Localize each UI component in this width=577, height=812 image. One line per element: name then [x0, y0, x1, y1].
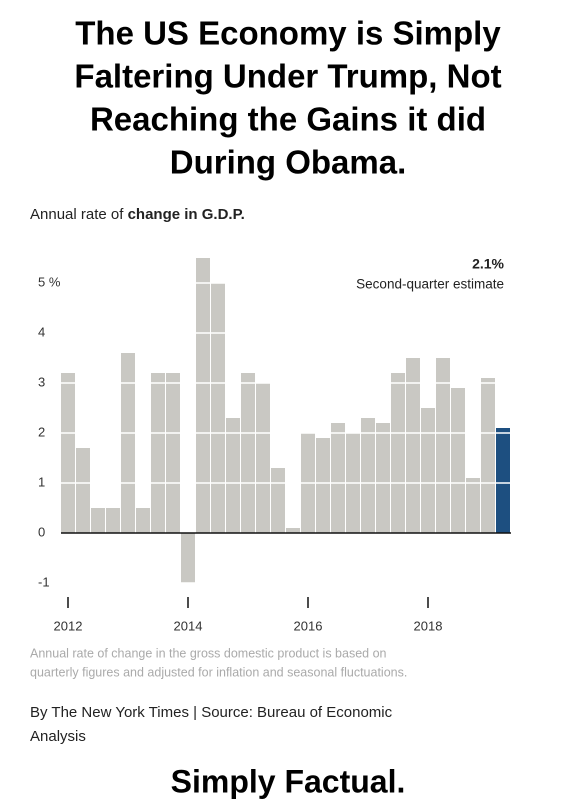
bar: [481, 378, 495, 533]
y-tick-label: 2: [38, 424, 45, 439]
bar: [91, 508, 105, 533]
bar: [166, 373, 180, 533]
bar: [121, 353, 135, 533]
subtitle: Annual rate of change in G.D.P.: [30, 206, 245, 223]
headline: Reaching the Gains it did: [90, 101, 486, 138]
bar: [286, 528, 300, 533]
y-tick-label: 1: [38, 474, 45, 489]
bar: [196, 258, 210, 533]
source: By The New York Times | Source: Bureau o…: [30, 704, 393, 721]
x-tick-label: 2016: [294, 618, 323, 633]
bar: [256, 383, 270, 533]
annotation-value: 2.1%: [472, 256, 504, 272]
bar: [496, 428, 510, 533]
bar: [451, 388, 465, 533]
bar: [241, 373, 255, 533]
note: Annual rate of change in the gross domes…: [30, 646, 387, 660]
y-tick-label: 3: [38, 374, 45, 389]
y-tick-label: 0: [38, 524, 45, 539]
bar: [61, 373, 75, 533]
bar: [436, 358, 450, 533]
y-tick-label: 5 %: [38, 274, 61, 289]
bar: [151, 373, 165, 533]
bar: [136, 508, 150, 533]
note: quarterly figures and adjusted for infla…: [30, 665, 407, 679]
bar: [211, 283, 225, 533]
x-tick-label: 2018: [414, 618, 443, 633]
bar: [391, 373, 405, 533]
bar: [106, 508, 120, 533]
annotation-text: Second-quarter estimate: [356, 277, 504, 292]
bar: [331, 423, 345, 533]
bar: [376, 423, 390, 533]
headline: The US Economy is Simply: [75, 15, 501, 52]
x-tick-label: 2012: [54, 618, 83, 633]
bar: [466, 478, 480, 533]
headline: Faltering Under Trump, Not: [74, 58, 501, 95]
headline: During Obama.: [170, 144, 407, 181]
y-tick-label: 4: [38, 324, 45, 339]
bar: [316, 438, 330, 533]
bar: [361, 418, 375, 533]
bar: [421, 408, 435, 533]
source: Analysis: [30, 728, 86, 745]
footer: Simply Factual.: [171, 763, 406, 799]
y-tick-label: -1: [38, 574, 50, 589]
x-tick-label: 2014: [174, 618, 203, 633]
bar: [76, 448, 90, 533]
bar: [271, 468, 285, 533]
bar: [406, 358, 420, 533]
plot: -1 0 1 2 3 4 5 % 2012 2014 2016 2018: [38, 258, 511, 633]
bar: [181, 533, 195, 583]
bar: [226, 418, 240, 533]
